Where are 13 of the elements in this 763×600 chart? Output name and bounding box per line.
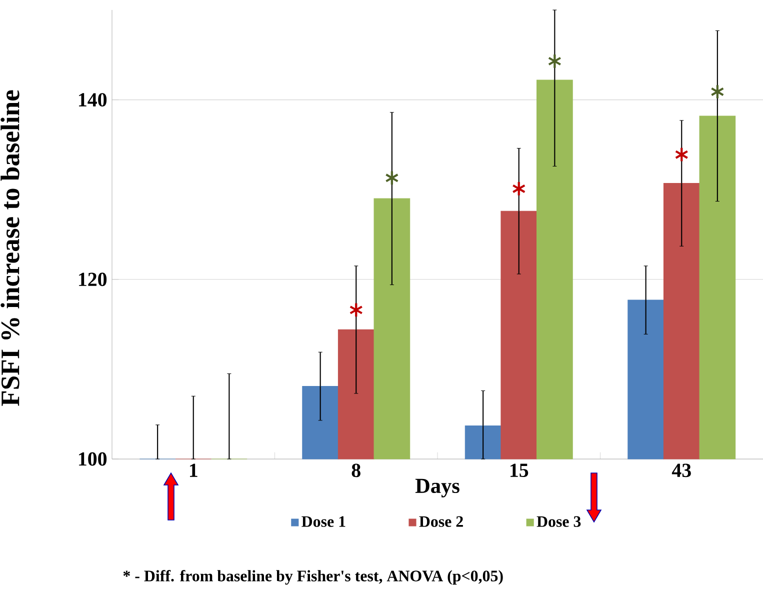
legend-label: Dose 3 (536, 516, 581, 527)
x-tick-label: 1 (190, 464, 198, 477)
legend-label: Dose 2 (419, 516, 463, 527)
legend-label: Dose 1 (302, 516, 346, 527)
text: * - Diff. from baseline by Fisher's test, ANOVA (p<0,05) (123, 570, 503, 585)
x-tick-label: 8 (352, 464, 360, 478)
x-axis-title: Days (415, 478, 460, 498)
y-tick-label: 140 (79, 93, 107, 107)
x-tick-label: 43 (672, 464, 691, 478)
y-tick-label: 120 (79, 272, 107, 286)
y-axis-title: FSFI % increase to baseline (0, 90, 20, 406)
x-tick-label: 15 (510, 464, 528, 478)
y-tick-label: 100 (79, 452, 107, 466)
